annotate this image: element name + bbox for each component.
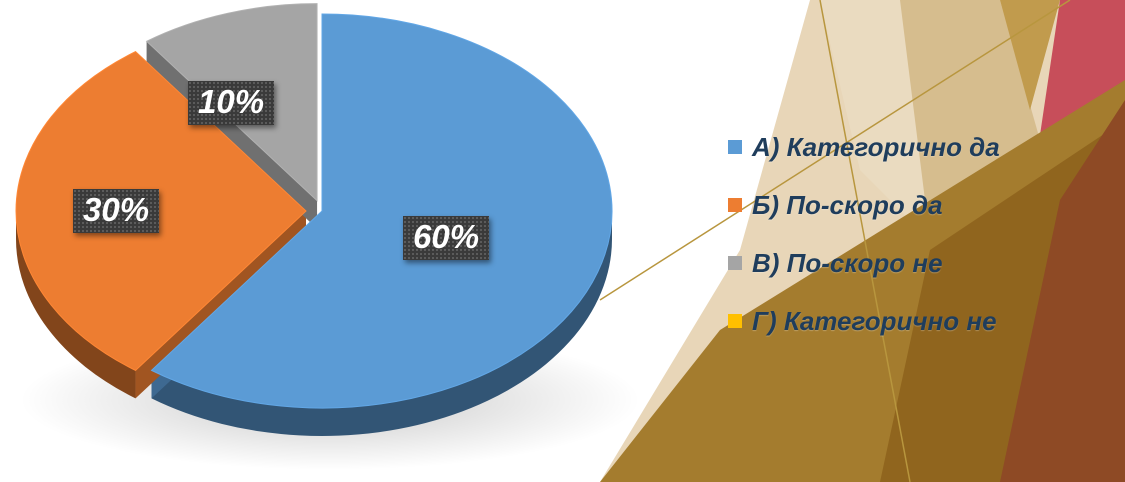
pie-chart (15, 3, 640, 470)
legend-item: Б) По-скоро да (728, 176, 1125, 234)
legend: А) Категорично да Б) По-скоро да В) По-с… (728, 118, 1125, 350)
legend-label: А) Категорично да (752, 131, 1000, 162)
legend-item: Г) Категорично не (728, 292, 1125, 350)
pie-tops (15, 3, 613, 409)
data-label: 30% (73, 189, 160, 233)
legend-item: А) Категорично да (728, 118, 1125, 176)
legend-label: В) По-скоро не (752, 247, 943, 278)
legend-label: Г) Категорично не (752, 305, 997, 336)
legend-item: В) По-скоро не (728, 234, 1125, 292)
legend-swatch (728, 140, 742, 154)
data-label: 60% (403, 216, 490, 260)
legend-swatch (728, 314, 742, 328)
pie-slice-side (151, 211, 612, 436)
background-facet (1000, 100, 1125, 482)
pie-slice (15, 51, 307, 371)
background-facet (1000, 0, 1060, 110)
legend-label: Б) По-скоро да (752, 189, 943, 220)
pie-slice-side (16, 211, 136, 399)
background-facet (820, 0, 930, 240)
legend-swatch (728, 198, 742, 212)
pie-slice (150, 13, 613, 409)
data-label: 10% (188, 81, 275, 125)
legend-swatch (728, 256, 742, 270)
background-line (599, 0, 1071, 301)
background-line (819, 0, 911, 482)
